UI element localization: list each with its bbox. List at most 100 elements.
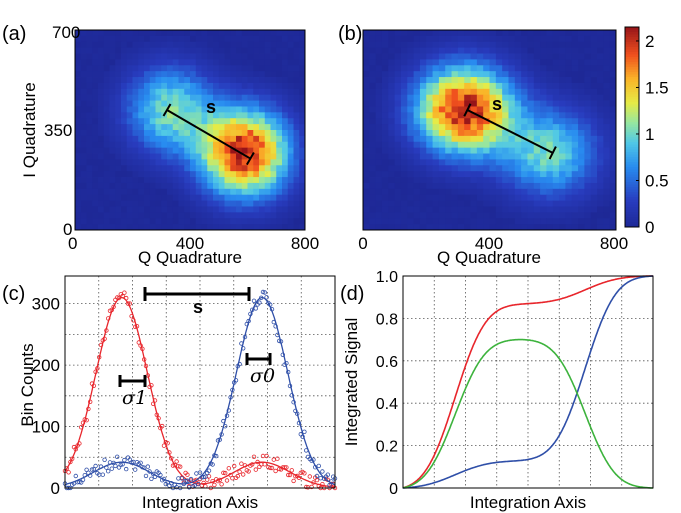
x-axis-label-b: Q Quadrature (437, 248, 541, 267)
heat-cell (236, 59, 243, 66)
colorbar-segment (625, 54, 639, 58)
heat-cell (451, 106, 459, 113)
heat-cell (155, 188, 162, 196)
heat-cell (293, 218, 300, 225)
heat-cell (287, 206, 294, 213)
heat-cell (103, 206, 110, 213)
heat-cell (571, 130, 579, 137)
heat-cell (172, 153, 179, 160)
heat-cell (388, 88, 396, 96)
heat-cell (413, 212, 421, 219)
heat-cell (155, 71, 162, 78)
heat-cell (213, 30, 220, 37)
heat-cell (299, 212, 306, 219)
heat-cell (195, 118, 202, 125)
heat-cell (98, 82, 105, 90)
heat-cell (571, 94, 579, 101)
heat-cell (86, 177, 93, 184)
heat-cell (603, 130, 611, 137)
heat-cell (590, 147, 598, 154)
heat-cell (540, 130, 547, 137)
heat-cell (388, 65, 396, 72)
heat-cell (419, 171, 427, 178)
heat-cell (552, 71, 560, 78)
heat-cell (121, 194, 128, 201)
heat-cell (533, 165, 541, 172)
heat-cell (527, 59, 535, 66)
heat-cell (287, 130, 294, 137)
heat-cell (489, 59, 497, 66)
data-point (77, 479, 82, 485)
heat-cell (445, 182, 452, 190)
heat-cell (381, 135, 389, 143)
heat-cell (407, 94, 414, 101)
heat-cell (565, 82, 573, 90)
heat-cell (218, 141, 225, 149)
heat-cell (546, 171, 554, 178)
heat-cell (540, 112, 547, 119)
heat-cell (381, 177, 389, 184)
heat-cell (218, 171, 225, 178)
heat-cell (299, 141, 306, 149)
heat-cell (394, 188, 402, 196)
heat-cell (438, 224, 446, 231)
colorbar-segment (625, 42, 639, 45)
heat-cell (363, 224, 370, 231)
heat-cell (218, 153, 225, 160)
heat-cell (247, 147, 254, 154)
heat-cell (270, 65, 277, 72)
heat-cell (213, 100, 220, 107)
heat-cell (394, 130, 402, 137)
heat-cell (195, 135, 202, 143)
heat-cell (432, 112, 440, 119)
heat-cell (264, 194, 271, 201)
heat-cell (381, 77, 389, 84)
heat-cell (236, 165, 243, 172)
heat-cell (144, 171, 151, 178)
heat-cell (247, 165, 254, 172)
heat-cell (603, 77, 611, 84)
heat-cell (584, 71, 592, 78)
heat-cell (213, 88, 220, 96)
heat-cell (264, 218, 271, 225)
data-point (246, 469, 251, 474)
heat-cell (115, 41, 122, 49)
heat-cell (552, 118, 560, 125)
heat-cell (495, 88, 503, 96)
heat-cell (247, 141, 254, 149)
heat-cell (413, 177, 421, 184)
heat-cell (236, 118, 243, 125)
heat-cell (184, 65, 191, 72)
heat-cell (155, 130, 162, 137)
heat-cell (363, 94, 370, 101)
heat-cell (426, 30, 433, 37)
heat-cell (218, 130, 225, 137)
heat-cell (565, 112, 573, 119)
heat-cell (476, 35, 484, 43)
heat-cell (584, 135, 592, 143)
colorbar-segment (625, 107, 639, 110)
heat-cell (578, 135, 585, 143)
heat-cell (584, 59, 592, 66)
heat-cell (92, 171, 99, 178)
heat-cell (253, 177, 260, 184)
heat-cell (161, 59, 168, 66)
heat-cell (483, 106, 490, 113)
heat-cell (218, 165, 225, 172)
heat-cell (432, 218, 440, 225)
heat-cell (483, 200, 490, 207)
heat-cell (155, 165, 162, 172)
heat-cell (495, 124, 503, 131)
heat-cell (92, 100, 99, 107)
heat-cell (438, 212, 446, 219)
heat-cell (533, 177, 541, 184)
heat-cell (363, 65, 370, 72)
heat-cell (388, 153, 396, 160)
heat-cell (126, 30, 133, 37)
heat-cell (264, 165, 271, 172)
heat-cell (552, 200, 560, 207)
heat-cell (464, 224, 471, 231)
heat-cell (426, 165, 433, 172)
heat-cell (394, 182, 402, 190)
heat-cell (407, 182, 414, 190)
